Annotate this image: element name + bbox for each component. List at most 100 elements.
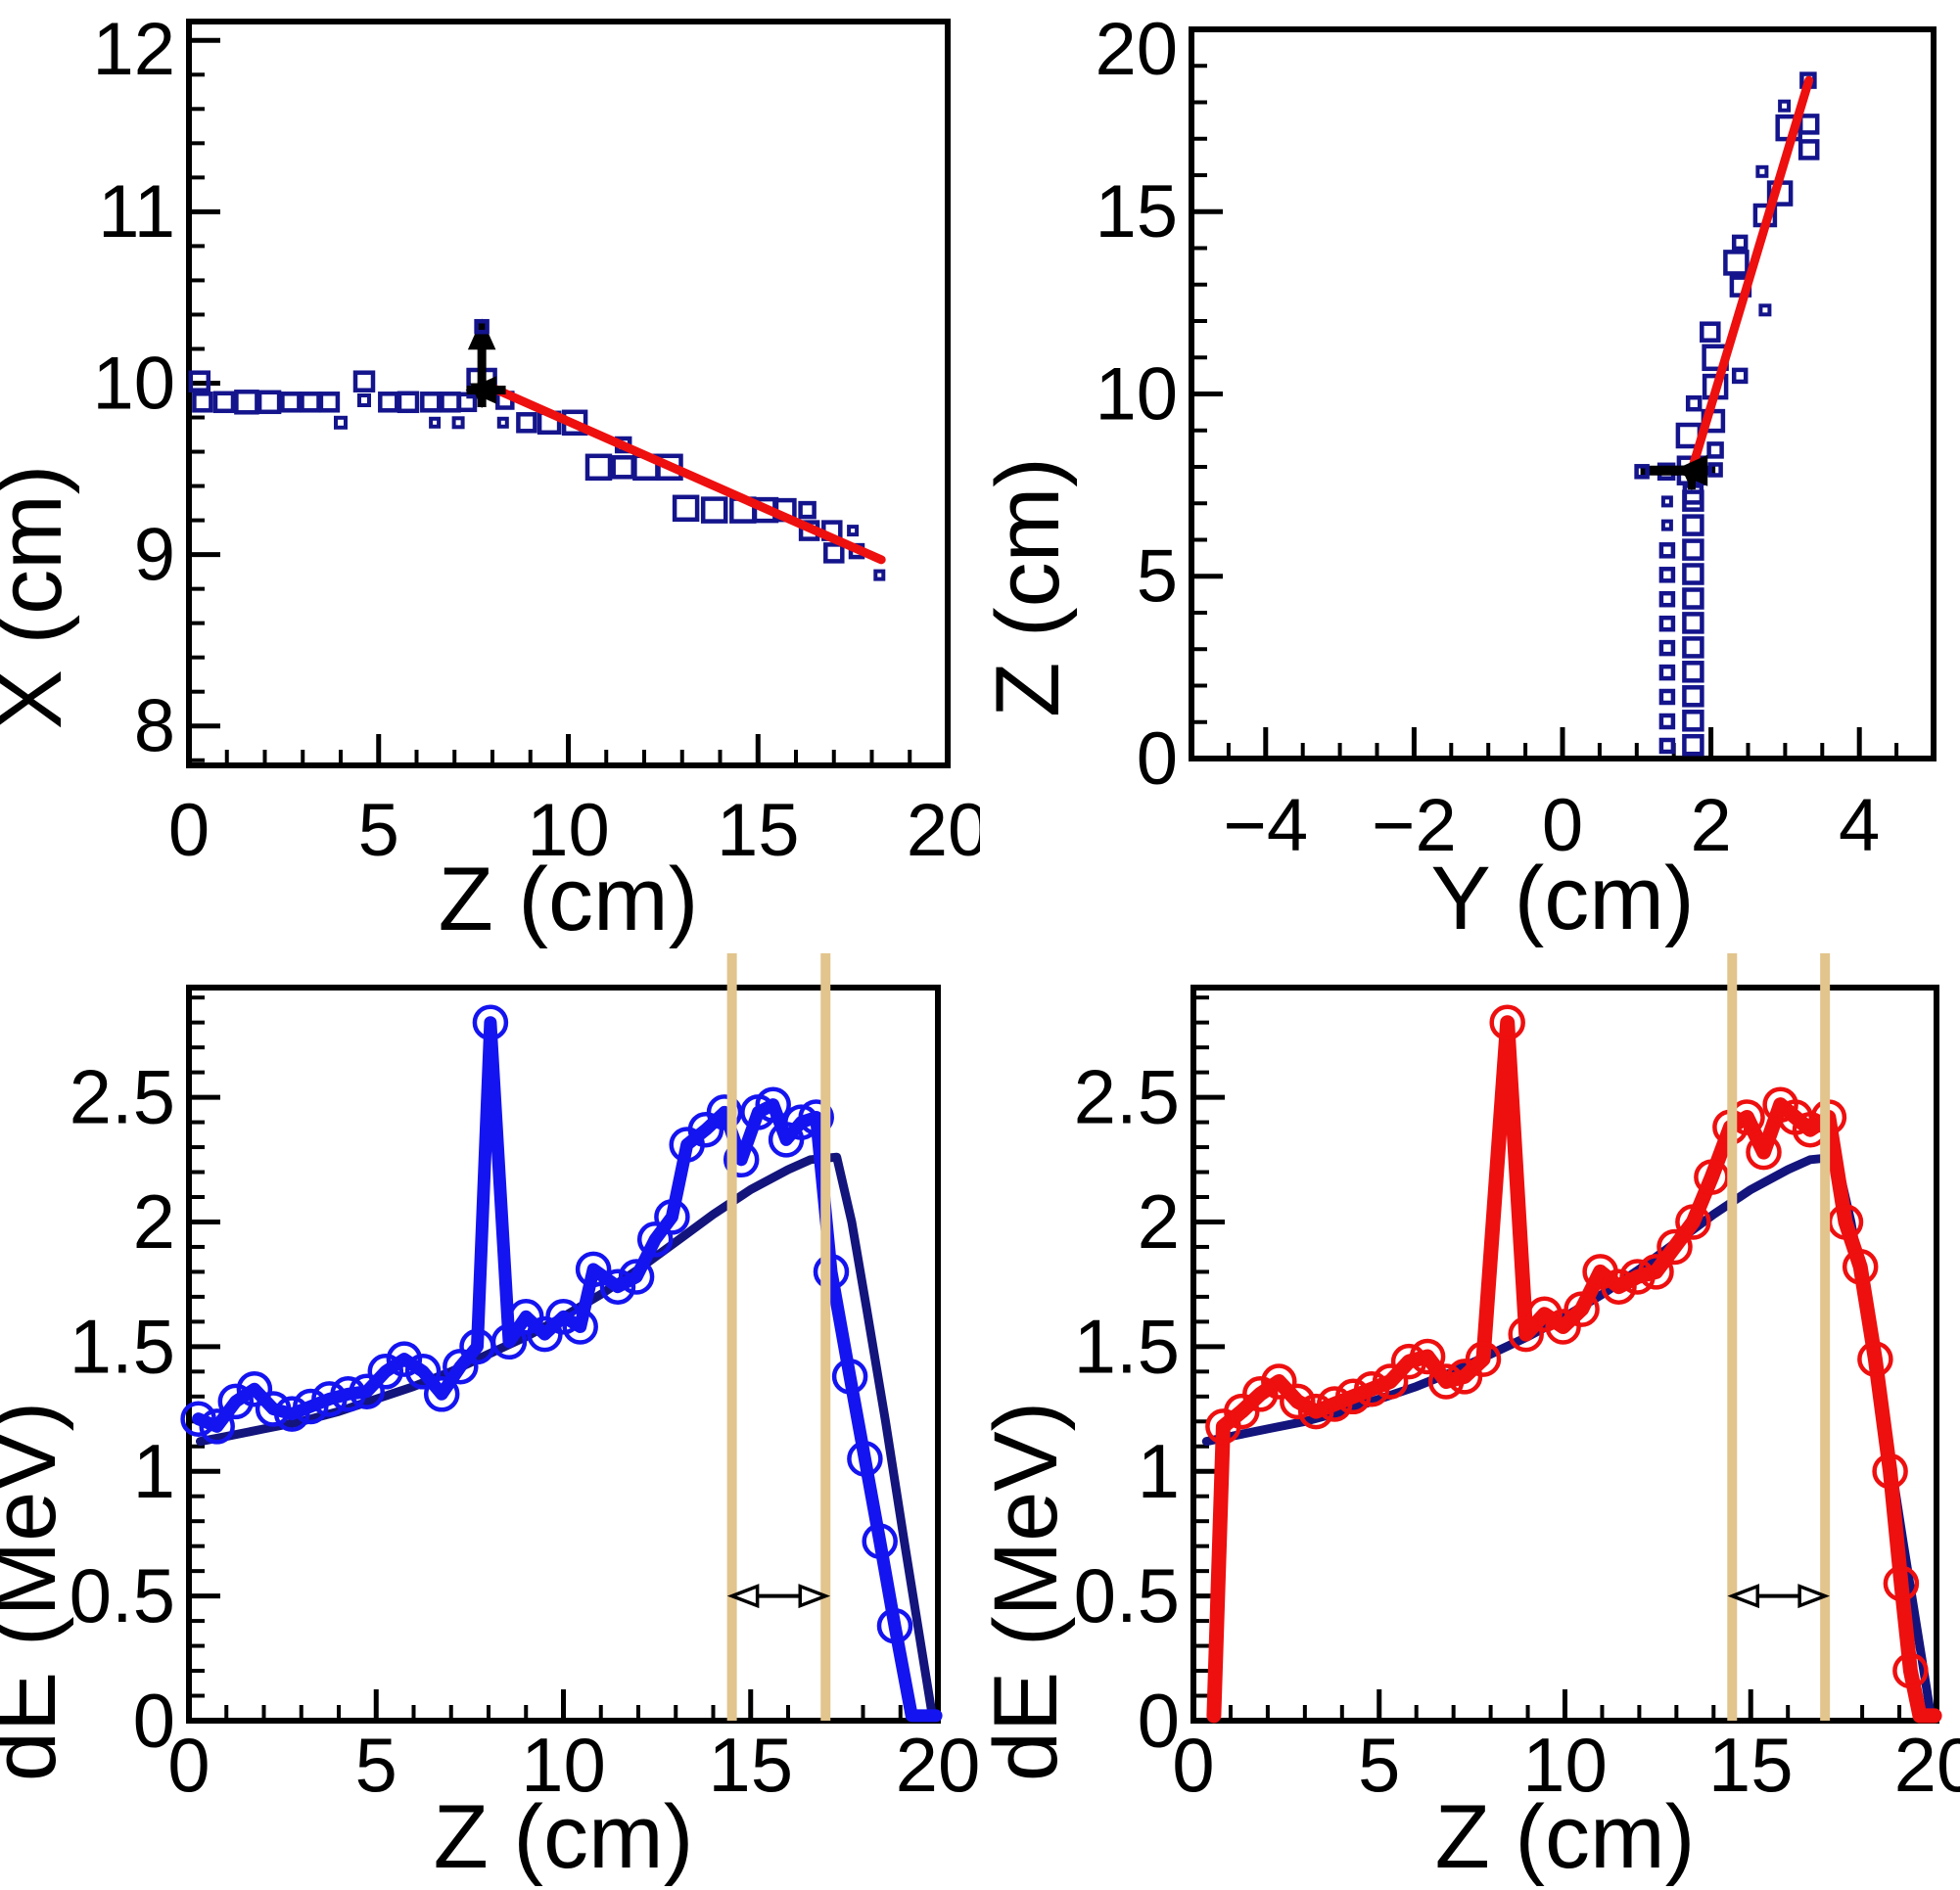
x-tick-label: 0 bbox=[168, 789, 210, 872]
track-zy-overlay-hits bbox=[1634, 462, 1723, 480]
hit-square bbox=[1658, 639, 1676, 657]
x-tick-label: 4 bbox=[1839, 784, 1880, 867]
data-point-circle bbox=[1508, 1315, 1544, 1353]
plot-frame bbox=[1189, 26, 1937, 761]
y-tick-label: 5 bbox=[1137, 535, 1178, 619]
data-point-circle bbox=[217, 1383, 255, 1420]
track-zy-axes: −4 −2 0 2 4 0 5 10 15 20 Y (cm) Z (cm) bbox=[980, 8, 1937, 948]
hit-square bbox=[440, 392, 461, 413]
x-tick-label: 10 bbox=[527, 789, 610, 872]
hit-square bbox=[1682, 538, 1704, 561]
hit-square bbox=[1755, 164, 1769, 178]
hit-square bbox=[212, 391, 236, 414]
hit-square bbox=[192, 392, 213, 413]
hit-square bbox=[429, 416, 442, 429]
hit-square bbox=[1658, 590, 1676, 608]
hit-square bbox=[873, 569, 886, 581]
open-arrowhead bbox=[1797, 1584, 1831, 1609]
hit-square bbox=[352, 370, 376, 392]
hit-square bbox=[1706, 441, 1724, 459]
hit-square bbox=[1707, 462, 1723, 478]
x-tick-label: 2 bbox=[1690, 784, 1731, 867]
data-point-circle bbox=[1675, 1204, 1711, 1240]
x-tick-label: 0 bbox=[1172, 1722, 1214, 1808]
data-point-circle bbox=[755, 1086, 791, 1123]
hit-square bbox=[397, 391, 420, 414]
track-zx-axes: 0 5 10 15 20 8 9 10 11 12 Z (cm) X (cm) bbox=[0, 8, 980, 949]
hit-square bbox=[516, 412, 537, 434]
y-tick-label: 0 bbox=[133, 1678, 175, 1764]
hit-square bbox=[1682, 710, 1704, 732]
hit-square bbox=[1797, 139, 1820, 161]
hit-square bbox=[188, 370, 211, 392]
data-point-circle bbox=[1872, 1452, 1908, 1490]
hit-square bbox=[1682, 514, 1704, 536]
hit-square bbox=[1658, 688, 1676, 706]
arrowhead bbox=[1680, 465, 1703, 491]
hit-square bbox=[1685, 394, 1703, 412]
hit-square bbox=[1731, 367, 1749, 385]
y-tick-label: 0.5 bbox=[70, 1552, 175, 1638]
data-point-circle bbox=[706, 1094, 743, 1130]
data-point-circle bbox=[423, 1376, 460, 1412]
data-point-circle bbox=[723, 1141, 760, 1178]
data-point-circle bbox=[472, 1004, 509, 1040]
x-tick-label: −4 bbox=[1223, 784, 1308, 867]
data-point-circle bbox=[831, 1359, 868, 1395]
data-point-circle bbox=[255, 1391, 292, 1427]
y-tick-label: 1.5 bbox=[1074, 1303, 1180, 1389]
data-point-circle bbox=[1409, 1338, 1446, 1375]
data-point-circle bbox=[1390, 1343, 1427, 1380]
data-point-circle bbox=[1842, 1249, 1879, 1285]
y-tick-label: 20 bbox=[1095, 8, 1178, 91]
data-point-circle bbox=[199, 1408, 235, 1445]
hit-square bbox=[1634, 464, 1650, 480]
hit-square bbox=[1797, 114, 1820, 135]
x-tick-label: 10 bbox=[1522, 1722, 1608, 1808]
hit-square bbox=[234, 390, 259, 415]
y-tick-label: 2.5 bbox=[70, 1054, 175, 1140]
track-zx-overlay-hits bbox=[474, 318, 490, 335]
dedx-red-measured-dE bbox=[1205, 1004, 1942, 1724]
x-axis-title: Z (cm) bbox=[439, 850, 699, 949]
x-tick-label: 5 bbox=[355, 1722, 397, 1808]
x-tick-label: 15 bbox=[708, 1722, 793, 1808]
hit-square bbox=[672, 494, 700, 523]
arrowhead bbox=[467, 318, 496, 350]
hit-square bbox=[1660, 495, 1673, 508]
hit-square bbox=[1682, 612, 1704, 634]
data-point-circle bbox=[349, 1373, 385, 1409]
data-point-circle bbox=[1372, 1363, 1409, 1400]
hit-square bbox=[1658, 615, 1676, 632]
x-tick-label: 5 bbox=[358, 789, 399, 872]
panel-track-zy: −4 −2 0 2 4 0 5 10 15 20 Y (cm) Z (cm) bbox=[980, 0, 1960, 984]
data-point-circle bbox=[618, 1259, 655, 1295]
hit-square bbox=[1682, 563, 1704, 585]
hit-square bbox=[378, 392, 399, 413]
hit-square bbox=[1700, 321, 1721, 343]
chart-track-zx: 0 5 10 15 20 8 9 10 11 12 Z (cm) X (cm) bbox=[0, 8, 980, 949]
hit-square bbox=[1658, 664, 1676, 681]
data-point-circle bbox=[876, 1607, 913, 1644]
track-zy-fit-line bbox=[1687, 75, 1814, 476]
y-axis-title: dE (MeV) bbox=[0, 1402, 74, 1782]
hit-square bbox=[1682, 685, 1704, 708]
data-point-circle bbox=[1261, 1363, 1297, 1400]
data-point-circle bbox=[1619, 1259, 1656, 1295]
hit-square bbox=[1658, 567, 1676, 583]
y-tick-label: 1.5 bbox=[70, 1303, 175, 1389]
y-tick-label: 10 bbox=[92, 342, 175, 425]
data-point-circle bbox=[367, 1354, 404, 1390]
hit-square bbox=[1682, 587, 1704, 610]
x-tick-label: 20 bbox=[907, 789, 980, 872]
y-tick-label: 0 bbox=[1138, 1678, 1180, 1764]
dedx-blue-measured-dE bbox=[180, 1004, 943, 1723]
x-axis-title: Y (cm) bbox=[1430, 849, 1694, 948]
hit-square bbox=[1660, 519, 1673, 531]
hit-square bbox=[1682, 661, 1704, 683]
hit-square bbox=[1682, 733, 1704, 757]
measured-dE-curve bbox=[1206, 1015, 1942, 1724]
hit-square bbox=[1758, 303, 1772, 317]
dedx-blue-range-cuts bbox=[726, 953, 831, 1721]
data-point-circle bbox=[1316, 1386, 1353, 1422]
